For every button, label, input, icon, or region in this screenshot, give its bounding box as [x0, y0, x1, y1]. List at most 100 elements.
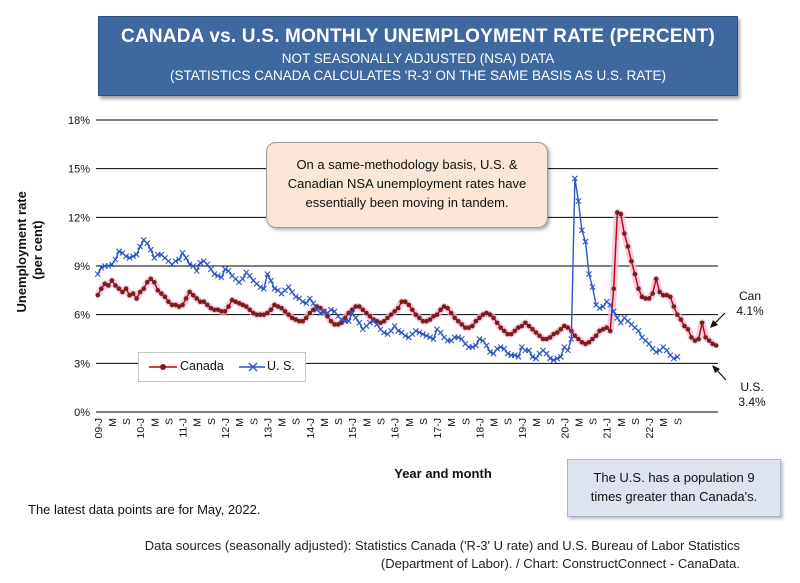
us-point — [476, 336, 483, 342]
us-point — [670, 355, 677, 362]
us-point — [663, 347, 670, 354]
us-point — [412, 327, 419, 334]
canada-point — [392, 309, 397, 314]
y-tick-labels: 0% 3% 6% 9% 12% 15% 18% — [68, 115, 90, 419]
us-point — [108, 261, 115, 268]
us-point — [490, 350, 497, 357]
canada-point — [463, 325, 468, 330]
canada-point — [173, 302, 178, 308]
us-point — [176, 256, 183, 263]
canada-point — [279, 305, 284, 311]
canada-point — [254, 312, 260, 317]
canada-point — [586, 339, 592, 345]
canada-point — [296, 318, 302, 324]
population-note-box: The U.S. has a population 9 times greate… — [567, 459, 781, 517]
canada-point — [152, 279, 157, 285]
canada-point — [144, 279, 150, 285]
x-tick-label: M — [277, 418, 289, 427]
canada-point — [473, 318, 479, 324]
canada-point — [547, 335, 553, 340]
us-point — [511, 352, 518, 359]
canada-point — [530, 326, 535, 332]
us-point — [197, 259, 204, 266]
us-point — [515, 353, 522, 360]
canada-point — [512, 328, 518, 334]
canada-point — [639, 294, 645, 300]
canada-point — [141, 286, 147, 292]
us-arrow-head — [712, 365, 720, 373]
legend-us-marker — [248, 362, 258, 372]
canada-point — [678, 317, 684, 322]
canada-point — [236, 301, 242, 306]
us-point — [373, 321, 380, 328]
legend-canada-label: Canada — [180, 359, 224, 373]
y-tick-label: 0% — [74, 407, 90, 419]
title-box: CANADA vs. U.S. MONTHLY UNEMPLOYMENT RAT… — [98, 16, 738, 96]
canada-point — [201, 299, 207, 304]
us-point — [635, 327, 642, 334]
canada-point — [438, 307, 443, 313]
canada-point — [692, 338, 698, 343]
x-tick-label: S — [418, 418, 430, 425]
canada-end-label: Can 4.1% — [728, 289, 772, 319]
canada-point — [710, 341, 715, 347]
us-point — [193, 267, 200, 274]
us-point — [589, 284, 596, 291]
us-point — [426, 334, 433, 341]
us-point — [391, 323, 398, 330]
canada-point — [480, 312, 486, 317]
us-point — [144, 240, 151, 247]
canada-point — [159, 291, 164, 296]
us-point — [381, 329, 388, 336]
canada-point — [544, 336, 549, 342]
us-point — [402, 332, 409, 339]
us-point — [94, 271, 101, 278]
canada-point — [166, 299, 171, 304]
x-tick-label: 09-J — [93, 418, 105, 438]
chart-subtitle-note: (STATISTICS CANADA CALCULATES 'R-3' ON T… — [169, 68, 666, 83]
us-end-name: U.S. — [740, 380, 764, 394]
us-point — [225, 267, 232, 274]
us-point — [494, 345, 501, 352]
canada-point — [240, 302, 245, 308]
canada-point — [427, 317, 433, 322]
canada-point — [95, 292, 101, 298]
canada-point — [381, 318, 387, 324]
canada-point — [356, 304, 362, 309]
canada-end-name: Can — [738, 289, 761, 303]
y-tick-label: 9% — [74, 261, 90, 273]
canada-point — [431, 313, 436, 319]
us-end-value: 3.4% — [738, 395, 766, 409]
data-sources-line2: (Department of Labor). / Chart: Construc… — [380, 556, 740, 571]
x-tick-label: S — [460, 418, 472, 425]
y-axis-label: Unemployment rate (per cent) — [14, 191, 45, 312]
canada-point — [696, 336, 701, 342]
x-tick-label: 10-J — [135, 418, 147, 438]
canada-point — [699, 320, 705, 326]
us-point — [607, 301, 614, 308]
canada-point — [215, 307, 221, 313]
x-tick-label: S — [672, 418, 684, 425]
canada-point — [406, 302, 412, 308]
us-point — [352, 314, 359, 321]
canada-point — [618, 211, 624, 217]
canada-point — [629, 258, 634, 264]
us-point — [214, 272, 221, 279]
annotation-line1: On a same-methodology basis, U.S. & — [296, 157, 518, 172]
us-point — [554, 355, 561, 362]
canada-point — [653, 276, 659, 282]
us-point — [186, 261, 193, 268]
x-tick-label: M — [446, 418, 458, 427]
data-sources-line1: Data sources (seasonally adjusted): Stat… — [144, 538, 740, 553]
x-tick-label: 19-J — [517, 418, 529, 438]
us-point — [246, 272, 253, 279]
x-tick-label: M — [234, 418, 246, 427]
x-tick-label: M — [319, 418, 331, 427]
y-tick-label: 6% — [74, 310, 90, 322]
canada-point — [434, 312, 440, 317]
us-point — [614, 314, 621, 321]
data-sources: Data sources (seasonally adjusted): Stat… — [100, 537, 740, 573]
canada-point — [258, 312, 263, 317]
us-point — [550, 357, 557, 364]
canada-point — [233, 299, 238, 304]
